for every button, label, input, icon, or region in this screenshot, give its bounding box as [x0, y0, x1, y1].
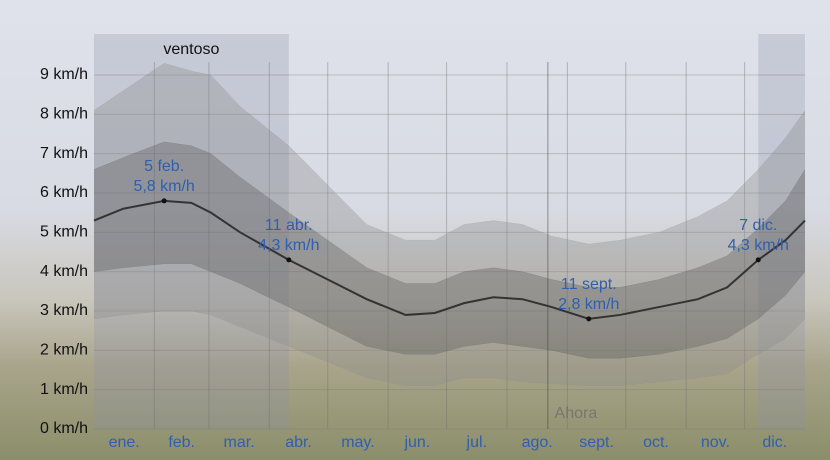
- annotation-date: 7 dic.: [739, 217, 777, 234]
- annotation-dot: [161, 198, 167, 204]
- annotation-dot: [586, 316, 592, 322]
- percentile-line: [93, 141, 806, 288]
- x-tick-label: sept.: [579, 434, 614, 451]
- band: [94, 63, 805, 386]
- percentile-line: [93, 62, 806, 245]
- annotation-date: 11 abr.: [265, 217, 313, 234]
- highlight-label: ventoso: [163, 41, 219, 58]
- band: [94, 141, 805, 359]
- annotation-value: 4,3 km/h: [728, 237, 789, 254]
- y-tick-label: 7 km/h: [40, 145, 88, 162]
- x-tick-label: may.: [341, 434, 374, 451]
- percentile-line: [93, 263, 806, 359]
- y-tick-label: 9 km/h: [40, 66, 88, 83]
- highlight-range: [94, 34, 289, 429]
- x-tick-label: ene.: [109, 434, 140, 451]
- x-tick-label: feb.: [168, 434, 195, 451]
- x-tick-label: nov.: [701, 434, 730, 451]
- y-tick-label: 8 km/h: [40, 106, 88, 123]
- annotation-date: 5 feb.: [144, 158, 184, 175]
- y-tick-label: 2 km/h: [40, 342, 88, 359]
- y-tick-label: 5 km/h: [40, 224, 88, 241]
- x-tick-label: jun.: [403, 434, 430, 451]
- x-tick-label: ago.: [522, 434, 553, 451]
- now-label: Ahora: [555, 405, 598, 422]
- median-line: [93, 199, 806, 320]
- x-tick-label: abr.: [285, 434, 312, 451]
- x-tick-label: mar.: [224, 434, 255, 451]
- annotation-value: 5,8 km/h: [133, 178, 194, 195]
- annotation-date: 11 sept.: [561, 276, 617, 293]
- x-tick-label: oct.: [643, 434, 669, 451]
- x-tick-label: dic.: [762, 434, 787, 451]
- x-tick-label: jul.: [466, 434, 487, 451]
- y-tick-label: 3 km/h: [40, 302, 88, 319]
- y-tick-label: 0 km/h: [40, 420, 88, 437]
- highlight-range: [758, 34, 805, 429]
- y-tick-label: 6 km/h: [40, 184, 88, 201]
- annotation-value: 2,8 km/h: [558, 296, 619, 313]
- annotation-value: 4,3 km/h: [258, 237, 319, 254]
- percentile-line: [93, 310, 806, 386]
- annotation-dot: [286, 257, 292, 263]
- annotation-dot: [755, 257, 761, 263]
- y-tick-label: 4 km/h: [40, 263, 88, 280]
- y-tick-label: 1 km/h: [40, 381, 88, 398]
